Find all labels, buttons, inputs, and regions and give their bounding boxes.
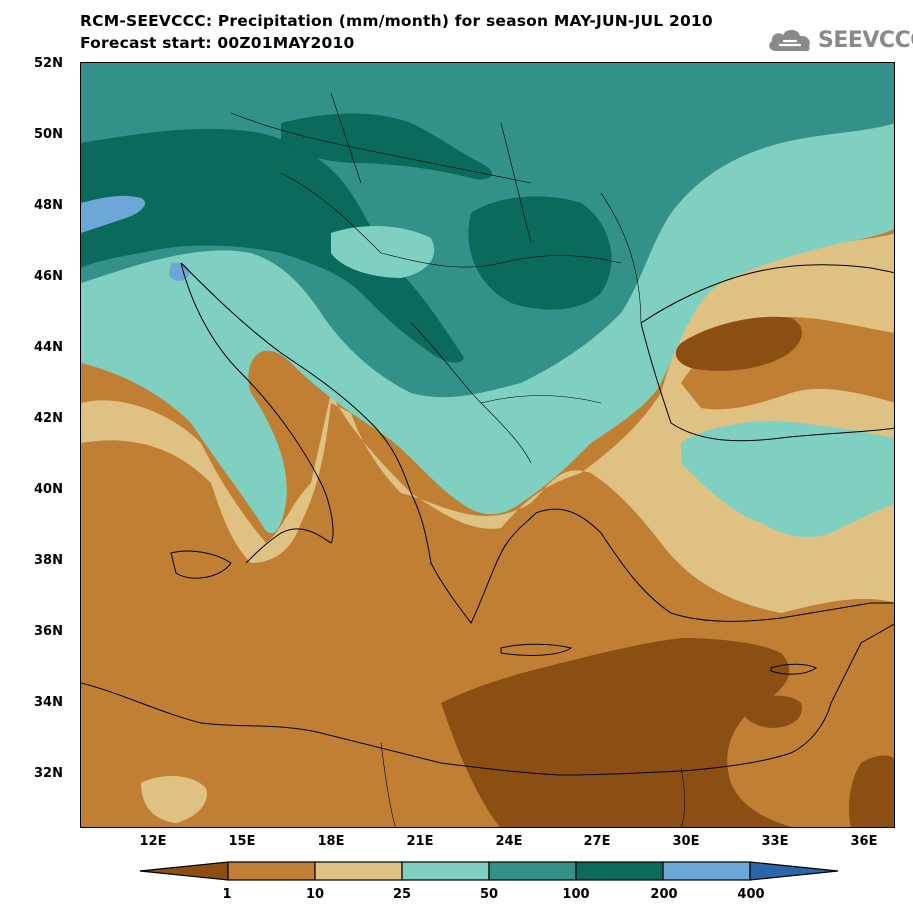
band-1-10-corner <box>849 755 894 827</box>
coastline-turkey <box>535 508 894 622</box>
lat-label: 44N <box>34 340 63 355</box>
band-50-100 <box>81 123 894 534</box>
lon-label: 24E <box>495 834 523 849</box>
colorbar-arrow-low <box>139 861 229 881</box>
colorbar-swatch <box>227 861 316 881</box>
lon-label: 36E <box>850 834 878 849</box>
band-50-100-pannonian <box>331 226 435 278</box>
colorbar-swatch <box>662 861 751 881</box>
cloud-icon <box>769 29 810 52</box>
colorbar-swatch <box>401 861 490 881</box>
coastline-italy <box>180 262 334 564</box>
colorbar-swatch <box>488 861 577 881</box>
colorbar-label: 1 <box>222 887 232 902</box>
lat-label: 32N <box>34 766 63 781</box>
coastline-sicily <box>170 550 232 579</box>
band-400-alps <box>81 195 146 233</box>
lat-label: 34N <box>34 695 63 710</box>
coastline-cyprus <box>770 663 817 675</box>
lon-label: 15E <box>228 834 256 849</box>
lat-label: 40N <box>34 482 63 497</box>
lon-label: 12E <box>139 834 167 849</box>
colorbar-label: 400 <box>737 887 765 902</box>
colorbar-arrow-high <box>749 861 839 881</box>
colorbar-label: 50 <box>479 887 499 902</box>
coastline-africa <box>81 623 894 776</box>
colorbar-swatch <box>314 861 403 881</box>
colorbar-label: 10 <box>305 887 325 902</box>
coastline-crete <box>500 643 573 656</box>
lat-label: 50N <box>34 127 63 142</box>
seevccc-logo: SEEVCCC <box>766 24 913 56</box>
band-1-10-sinai <box>740 695 802 728</box>
lon-label: 30E <box>672 834 700 849</box>
band-25-50 <box>81 233 894 613</box>
logo-text: SEEVCCC <box>818 27 913 53</box>
lat-label: 48N <box>34 198 63 213</box>
lat-label: 38N <box>34 553 63 568</box>
lat-label: 36N <box>34 624 63 639</box>
band-25-50-libya <box>141 776 207 823</box>
coastline-adriatic <box>180 262 412 494</box>
lon-label: 18E <box>317 834 345 849</box>
lon-label: 33E <box>761 834 789 849</box>
lat-label: 52N <box>34 56 63 71</box>
colorbar-label: 25 <box>392 887 412 902</box>
coastline-balkans-greece <box>410 492 537 624</box>
forecast-start-subtitle: Forecast start: 00Z01MAY2010 <box>80 34 355 52</box>
coastline-black-sea <box>640 264 894 442</box>
lon-label: 21E <box>406 834 434 849</box>
band-200-400-carpathian <box>468 196 612 310</box>
lat-label: 42N <box>34 411 63 426</box>
colorbar-label: 100 <box>562 887 590 902</box>
colorbar-swatch <box>575 861 664 881</box>
band-1-10-egypt <box>441 638 793 827</box>
precipitation-map <box>80 62 895 828</box>
map-title: RCM-SEEVCCC: Precipitation (mm/month) fo… <box>80 12 713 30</box>
lon-label: 27E <box>583 834 611 849</box>
band-200-400-north <box>81 128 464 363</box>
band-50-100-anatolia <box>681 421 894 538</box>
lat-label: 46N <box>34 269 63 284</box>
band-1-10-anatolia <box>675 316 802 371</box>
band-200-400-poland <box>281 113 492 180</box>
colorbar-label: 200 <box>650 887 678 902</box>
